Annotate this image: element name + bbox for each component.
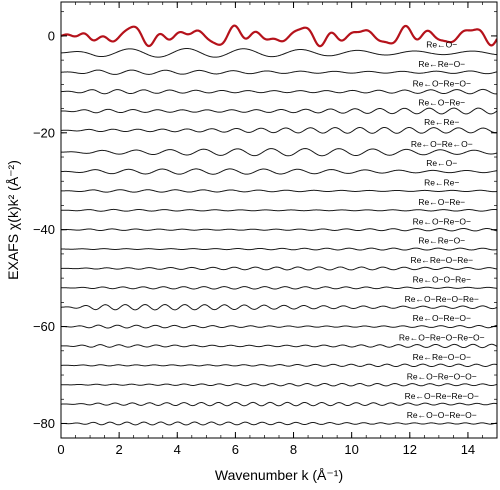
path-label-4: Re←O−Re− (418, 98, 465, 108)
axis-ticks: 0 2 4 6 8 10 12 14 0 −20 −40 −60 −80 (33, 2, 498, 457)
path-label-8: Re←Re− (424, 178, 459, 188)
x-tick-label: 6 (232, 442, 239, 457)
path-curve-7 (61, 168, 497, 175)
path-curve-2 (61, 69, 497, 75)
path-curve-5 (61, 126, 497, 134)
path-curve-10 (61, 227, 497, 232)
path-curve-8 (61, 189, 497, 193)
path-curve-18 (61, 383, 497, 387)
x-tick-label: 0 (57, 442, 64, 457)
path-curve-14 (61, 304, 497, 311)
x-tick-label: 8 (290, 442, 297, 457)
path-label-19: Re←O−Re−Re−O− (405, 391, 479, 401)
path-label-17: Re←Re−O−O− (413, 352, 471, 362)
x-tick-label: 14 (461, 442, 475, 457)
path-curve-16 (61, 343, 497, 349)
path-curve-19 (61, 401, 497, 407)
y-tick-label: −80 (33, 416, 55, 431)
y-tick-label: −60 (33, 319, 55, 334)
path-label-15: Re←O−Re−O− (413, 313, 471, 323)
path-label-1: Re←O− (426, 40, 457, 50)
x-tick-label: 4 (174, 442, 181, 457)
path-label-13: Re←O−O−Re− (413, 274, 471, 284)
x-tick-label: 10 (344, 442, 358, 457)
x-tick-label: 12 (403, 442, 417, 457)
path-label-9: Re←O−Re− (418, 197, 465, 207)
y-tick-label: −40 (33, 222, 55, 237)
path-label-5: Re←Re− (424, 117, 459, 127)
path-curve-4 (61, 107, 497, 115)
path-label-3: Re←O−Re−O− (413, 78, 471, 88)
path-label-12: Re←Re−O−Re− (410, 255, 473, 265)
path-label-16: Re←O−Re−O−Re−O− (399, 333, 485, 343)
path-curve-17 (61, 363, 497, 368)
path-label-11: Re←Re−O− (418, 236, 465, 246)
path-curve-15 (61, 324, 497, 329)
path-curve-20 (61, 421, 497, 426)
path-label-20: Re←O−O−Re−O− (407, 410, 477, 420)
y-axis-title: EXAFS χ(k)k² (Å⁻²) (5, 160, 21, 280)
x-tick-label: 2 (116, 442, 123, 457)
path-label-2: Re←Re−O− (418, 59, 465, 69)
path-label-6: Re←O−Re←O− (411, 139, 473, 149)
y-tick-label: −20 (33, 125, 55, 140)
path-label-7: Re←O− (426, 158, 457, 168)
path-curve-11 (61, 247, 497, 251)
path-label-14: Re←O−Re−O−Re− (405, 294, 479, 304)
path-curve-3 (61, 88, 497, 95)
y-tick-label: 0 (48, 28, 55, 43)
path-curve-12 (61, 266, 497, 271)
path-label-18: Re←O−Re−O−O− (407, 371, 477, 381)
path-labels: Re←O− Re←Re−O− Re←O−Re−O− Re←O−Re− Re←Re− Re←… (399, 40, 485, 421)
path-curve-6 (61, 148, 497, 157)
curves-layer (61, 24, 497, 426)
x-axis-title: Wavenumber k (Å⁻¹) (215, 467, 343, 483)
path-curve-9 (61, 208, 497, 212)
path-label-10: Re←O−Re−O− (413, 216, 471, 226)
path-curve-1 (61, 48, 497, 58)
total-chi-curve (61, 24, 497, 48)
path-curve-13 (61, 286, 497, 290)
